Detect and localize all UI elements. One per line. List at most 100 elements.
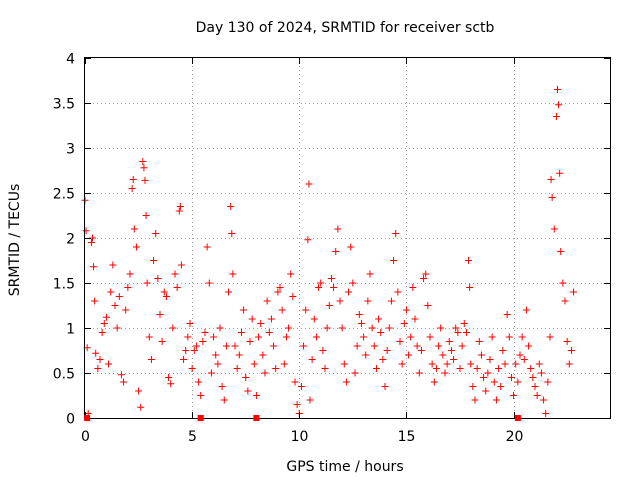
data-point [98, 329, 106, 336]
data-point [520, 356, 528, 363]
data-point [82, 227, 90, 235]
data-point [394, 288, 402, 296]
data-point [516, 351, 524, 359]
data-point [287, 270, 295, 278]
data-point [276, 284, 284, 291]
data-point [445, 338, 453, 345]
x-tick-label: 5 [188, 429, 197, 445]
data-point [90, 263, 98, 271]
data-point [167, 380, 175, 388]
grid-lines [85, 58, 610, 418]
data-point [342, 378, 350, 386]
data-point [319, 347, 327, 354]
data-point [162, 293, 170, 300]
data-point [306, 396, 314, 404]
data-points [81, 86, 578, 417]
data-gap-marker [84, 415, 91, 421]
data-point [244, 387, 252, 395]
data-gap-marker [514, 415, 521, 421]
data-point [184, 333, 192, 341]
data-point [237, 329, 245, 336]
data-point [460, 320, 468, 327]
data-point [360, 333, 368, 341]
data-point [94, 365, 102, 372]
data-point [441, 369, 449, 377]
data-point [540, 396, 548, 404]
data-point [195, 378, 203, 386]
data-point [180, 356, 188, 363]
data-point [160, 288, 168, 296]
data-point [381, 383, 389, 390]
data-point [340, 360, 348, 368]
data-point [188, 365, 196, 372]
data-point [422, 270, 430, 278]
data-point [490, 378, 498, 386]
data-point [158, 338, 166, 345]
data-point [400, 320, 408, 327]
data-point [152, 230, 160, 237]
data-point [542, 410, 550, 417]
data-point [143, 279, 151, 287]
data-point [497, 383, 505, 390]
x-tick-label: 10 [291, 429, 309, 445]
data-point [150, 257, 158, 264]
data-point [289, 293, 297, 300]
data-point [351, 369, 359, 377]
data-point [129, 176, 137, 183]
data-point [456, 365, 464, 372]
data-point [173, 284, 181, 291]
data-point [225, 288, 233, 296]
data-point [216, 324, 224, 332]
data-point [312, 333, 320, 341]
y-tick-label: 2 [66, 232, 75, 248]
data-point [392, 230, 400, 237]
data-point [486, 356, 494, 363]
data-point [559, 279, 567, 287]
data-point [567, 347, 575, 354]
data-point [205, 279, 213, 287]
data-point [473, 365, 481, 372]
data-point [142, 212, 150, 219]
x-tick-label: 15 [398, 429, 416, 445]
data-point [525, 342, 533, 350]
data-point [396, 338, 404, 345]
data-point [338, 324, 346, 332]
data-point [305, 180, 313, 188]
data-point [323, 324, 331, 332]
data-point [426, 333, 434, 341]
data-point [259, 351, 267, 359]
data-point [334, 225, 342, 233]
y-tick-label: 3.5 [53, 97, 75, 113]
data-point [452, 324, 460, 332]
data-point [122, 306, 130, 314]
data-point [130, 225, 138, 233]
data-point [375, 315, 383, 323]
data-point [304, 236, 312, 244]
data-point [308, 356, 316, 363]
data-point [428, 360, 436, 368]
data-point [544, 378, 552, 386]
data-point [315, 284, 323, 291]
y-tick-label: 2.5 [53, 187, 75, 203]
data-point [190, 347, 198, 354]
data-point [475, 338, 483, 345]
data-point [257, 320, 265, 327]
data-point [255, 333, 263, 341]
data-point [514, 378, 522, 386]
data-point [145, 333, 153, 341]
data-point [270, 342, 278, 350]
data-point [480, 374, 488, 381]
data-point [207, 369, 215, 377]
data-point [387, 297, 395, 305]
data-point [466, 284, 474, 291]
data-point [435, 342, 443, 350]
data-point [197, 392, 205, 399]
data-point [250, 360, 258, 368]
data-point [252, 392, 260, 399]
data-point [430, 378, 438, 386]
data-point [132, 243, 140, 251]
data-point [102, 313, 110, 321]
data-point [141, 176, 149, 184]
data-point [182, 347, 190, 354]
data-point [447, 347, 455, 354]
